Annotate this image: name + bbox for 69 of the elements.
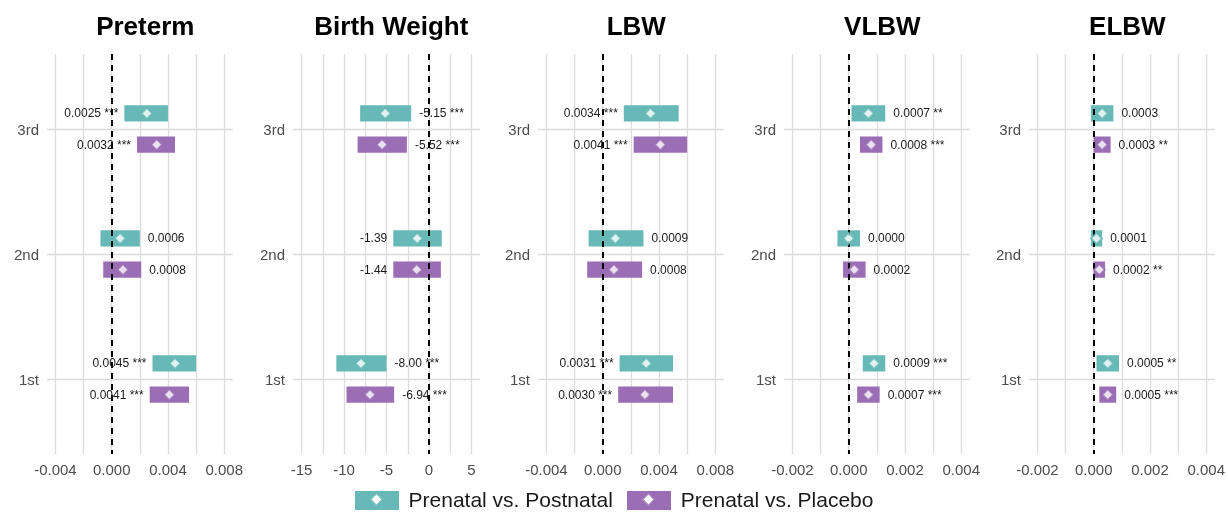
data-label: 0.0006 bbox=[147, 231, 185, 246]
x-tick-label: 5 bbox=[466, 461, 476, 478]
y-tick-label: 3rd bbox=[508, 120, 531, 138]
x-tick-label: -15 bbox=[290, 461, 312, 478]
x-tick-label: 0.000 bbox=[584, 461, 622, 478]
chart-title: VLBW bbox=[843, 11, 921, 41]
data-label: -1.44 bbox=[359, 262, 388, 277]
y-tick-label: 2nd bbox=[259, 245, 285, 263]
y-tick-label: 1st bbox=[1001, 370, 1023, 388]
data-label: 0.0003 ** bbox=[1118, 137, 1169, 152]
data-label: 0.0041 *** bbox=[89, 387, 145, 402]
data-label: 0.0045 *** bbox=[92, 356, 147, 371]
x-tick-label: 0.008 bbox=[696, 461, 735, 478]
y-tick-label: 1st bbox=[755, 370, 777, 388]
x-tick-label: -10 bbox=[332, 461, 355, 478]
data-label: 0.0005 *** bbox=[1124, 387, 1179, 402]
data-label: 0.0002 bbox=[873, 262, 911, 277]
data-label: 0.0009 *** bbox=[893, 356, 948, 371]
data-label: 0.0002 ** bbox=[1113, 262, 1164, 277]
y-tick-label: 3rd bbox=[262, 120, 285, 138]
x-tick-label: 0.004 bbox=[149, 461, 187, 478]
data-label: -5.15 *** bbox=[418, 106, 464, 121]
data-label: 0.0008 bbox=[650, 262, 688, 277]
data-label: 0.0009 bbox=[651, 231, 689, 246]
x-tick-label: -0.004 bbox=[34, 461, 77, 478]
y-tick-label: 2nd bbox=[13, 245, 39, 263]
y-tick-label: 2nd bbox=[750, 245, 776, 263]
data-label: 0.0005 ** bbox=[1127, 356, 1178, 371]
y-tick-label: 3rd bbox=[999, 120, 1022, 138]
data-label: 0.0008 bbox=[149, 262, 187, 277]
data-label: 0.0007 ** bbox=[893, 106, 943, 121]
x-tick-label: -5 bbox=[379, 461, 393, 478]
x-tick-label: 0.004 bbox=[1187, 461, 1226, 478]
chart-title: Birth Weight bbox=[313, 11, 469, 41]
data-label: 0.0003 bbox=[1121, 106, 1159, 121]
x-tick-label: 0.008 bbox=[205, 461, 244, 478]
chart-title: ELBW bbox=[1089, 11, 1167, 41]
y-tick-label: 3rd bbox=[754, 120, 776, 138]
x-tick-label: 0 bbox=[424, 461, 433, 478]
x-tick-label: 0.000 bbox=[92, 461, 131, 478]
data-label: -8.00 *** bbox=[394, 356, 440, 371]
x-tick-label: 0.002 bbox=[1131, 461, 1170, 478]
legend-label: Prenatal vs. Postnatal bbox=[408, 488, 613, 512]
data-label: 0.0001 bbox=[1110, 231, 1148, 246]
y-tick-label: 1st bbox=[18, 370, 40, 388]
y-tick-label: 3rd bbox=[17, 120, 39, 138]
data-label: -1.39 bbox=[359, 231, 388, 246]
x-tick-label: -0.002 bbox=[1016, 461, 1060, 478]
x-tick-label: 0.000 bbox=[1075, 461, 1113, 478]
data-label: -6.94 *** bbox=[401, 387, 447, 402]
x-tick-label: 0.002 bbox=[885, 461, 924, 478]
data-label: 0.0030 *** bbox=[558, 387, 613, 402]
data-label: 0.0034 *** bbox=[563, 106, 619, 121]
y-tick-label: 2nd bbox=[505, 245, 531, 263]
legend-label: Prenatal vs. Placebo bbox=[680, 488, 874, 512]
y-tick-label: 1st bbox=[264, 370, 286, 388]
chart-title: LBW bbox=[606, 11, 667, 41]
data-label: 0.0008 *** bbox=[890, 137, 945, 152]
x-tick-label: -0.002 bbox=[770, 461, 814, 478]
data-label: 0.0000 bbox=[867, 231, 905, 246]
chart-title: Preterm bbox=[96, 11, 195, 41]
x-tick-label: -0.004 bbox=[525, 461, 568, 478]
data-label: 0.0007 *** bbox=[887, 387, 942, 402]
data-label: 0.0031 *** bbox=[559, 356, 615, 371]
y-tick-label: 1st bbox=[510, 370, 532, 388]
x-tick-label: 0.000 bbox=[829, 461, 868, 478]
y-tick-label: 2nd bbox=[996, 245, 1022, 263]
x-tick-label: 0.004 bbox=[640, 461, 678, 478]
x-tick-label: 0.004 bbox=[942, 461, 980, 478]
